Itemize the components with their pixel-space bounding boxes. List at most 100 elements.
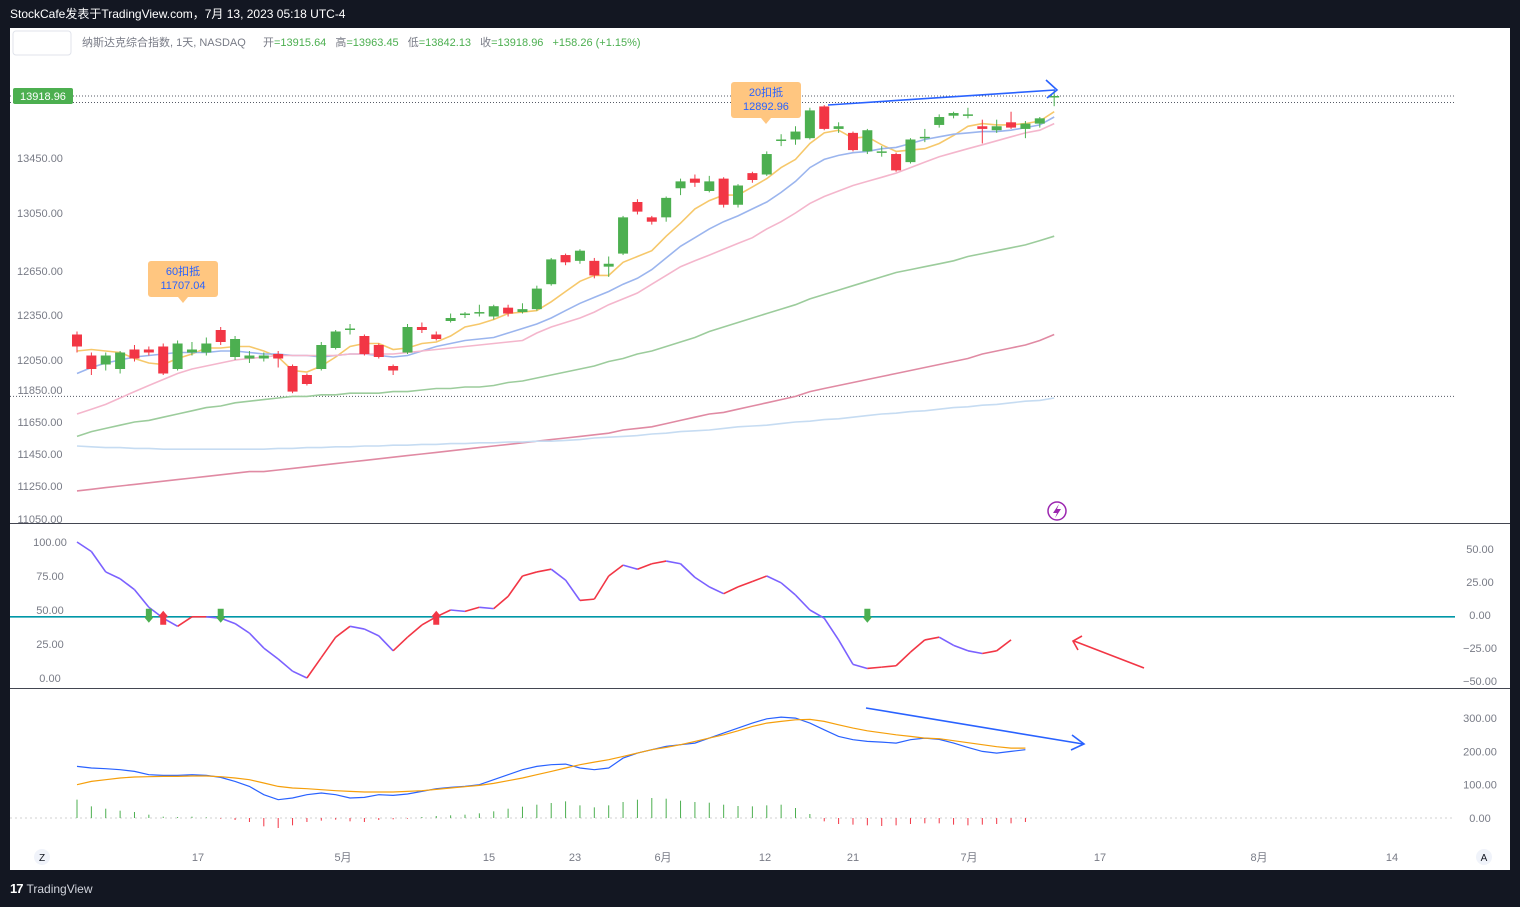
candle[interactable] [747,171,758,183]
candle[interactable] [373,343,384,359]
candle-body [905,139,916,163]
candle-body [301,375,312,384]
lightning-icon[interactable] [1047,501,1067,521]
chart-canvas[interactable]: 纳斯达克综合指数, 1天, NASDAQ 开=13915.64 高=13963.… [10,28,1510,870]
oscillator-segment [406,624,423,638]
candle[interactable] [962,107,973,119]
candle[interactable] [388,364,399,376]
candle[interactable] [862,128,873,155]
candle[interactable] [201,337,212,356]
candle[interactable] [301,373,312,386]
candle[interactable] [215,327,226,345]
candle[interactable] [100,352,111,371]
candle[interactable] [560,253,571,266]
candle[interactable] [589,257,600,279]
candle[interactable] [244,351,255,363]
candle-body [733,185,744,205]
candle-body [618,217,629,254]
candle[interactable] [431,331,442,341]
candle[interactable] [847,131,858,152]
candle[interactable] [675,178,686,196]
candle[interactable] [258,352,269,362]
candle[interactable] [905,138,916,164]
auto-scale-a-button[interactable]: A [1476,849,1492,865]
candle[interactable] [474,304,485,317]
candle[interactable] [833,122,844,133]
candle[interactable] [488,304,499,320]
candle[interactable] [273,351,284,368]
legend-symbol: 纳斯达克综合指数, 1天, NASDAQ [82,35,246,49]
signal-arrow-icon [431,610,442,625]
candle[interactable] [503,304,514,317]
candle[interactable] [172,340,183,371]
candle[interactable] [948,111,959,119]
symbol-logo-box[interactable] [12,30,72,56]
candle[interactable] [345,324,356,335]
candle[interactable] [143,346,154,356]
candle[interactable] [416,322,427,334]
candle[interactable] [546,257,557,286]
candle[interactable] [704,175,715,193]
candle[interactable] [718,177,729,208]
candle[interactable] [531,285,542,311]
candle[interactable] [230,336,241,360]
candle[interactable] [459,312,470,318]
candle[interactable] [603,256,614,277]
candle[interactable] [86,352,97,376]
candle[interactable] [359,334,370,356]
price-axis-tick: 12350.00 [17,310,63,322]
price-pane[interactable]: 60扣抵 11707.04 20扣抵 12892.96 [10,79,1455,492]
candle[interactable] [445,313,456,323]
oscillator-segment [737,580,753,588]
candle-body [158,346,169,374]
candle[interactable] [72,331,82,353]
candle[interactable] [661,196,672,222]
candle-body [603,263,614,267]
chart-frame[interactable]: 纳斯达克综合指数, 1天, NASDAQ 开=13915.64 高=13963.… [10,28,1510,870]
candle[interactable] [287,364,298,394]
annotation-pointer [178,297,188,303]
candle[interactable] [991,119,1002,133]
candle[interactable] [891,152,902,172]
candle[interactable] [934,114,945,128]
candle[interactable] [646,215,657,225]
candle[interactable] [977,119,988,144]
candle[interactable] [919,128,930,143]
candle[interactable] [330,330,341,350]
a-button-text: A [1481,853,1488,864]
candle[interactable] [618,215,629,256]
candle[interactable] [129,345,140,362]
candle-body [431,334,442,339]
candle[interactable] [517,303,528,314]
candle-body [847,132,858,151]
candle[interactable] [1034,117,1045,128]
annotation-callout[interactable]: 20扣抵 12892.96 [731,82,801,124]
annotation-callout[interactable]: 60扣抵 11707.04 [148,261,218,303]
candle[interactable] [761,151,772,176]
candle[interactable] [819,105,830,131]
candle[interactable] [316,342,327,371]
candle[interactable] [115,351,126,374]
macd-pane[interactable] [10,707,1455,828]
candle[interactable] [1006,111,1017,129]
candle[interactable] [790,126,801,145]
candle[interactable] [158,343,169,376]
candle[interactable] [876,146,887,157]
candle-body [574,250,585,261]
auto-scale-z-button[interactable]: Z [34,849,50,865]
oscillator-segment [924,636,940,641]
oscillator-pane[interactable] [10,541,1455,679]
candle[interactable] [186,342,197,356]
candle[interactable] [1020,120,1031,139]
candle[interactable] [804,107,815,140]
candle[interactable] [632,199,643,215]
oscillator-segment [909,639,926,653]
tradingview-logo[interactable]: 17 TradingView [10,881,93,896]
oscillator-segment [177,616,193,627]
candle[interactable] [776,134,787,147]
candle[interactable] [574,249,585,264]
candle[interactable] [402,324,413,354]
candle-body [172,343,183,369]
candle[interactable] [689,174,700,187]
candle[interactable] [733,184,744,208]
